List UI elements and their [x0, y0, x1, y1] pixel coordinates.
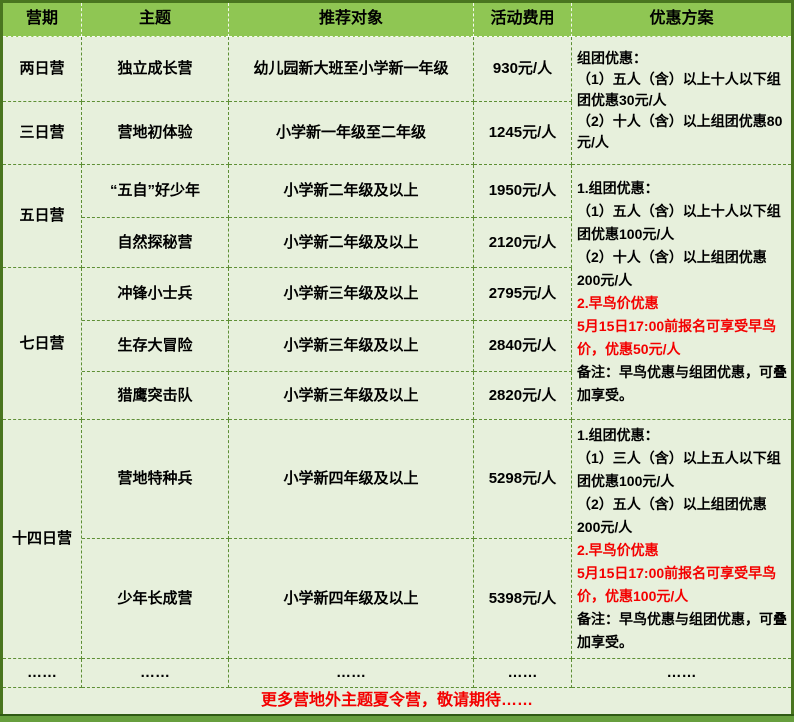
discount-note: 备注：早鸟优惠与组团优惠，可叠加享受。 [577, 611, 787, 650]
ellipsis-cell: …… [82, 659, 229, 688]
fee-cell: 1245元/人 [474, 102, 572, 165]
fee-cell: 1950元/人 [474, 165, 572, 218]
footer-note: 更多营地外主题夏令营，敬请期待…… [260, 691, 533, 709]
discount-note: 备注：早鸟优惠与组团优惠，可叠加享受。 [577, 364, 787, 403]
theme-cell: 营地初体验 [82, 102, 229, 165]
audience-cell: 小学新二年级及以上 [229, 165, 474, 218]
period-cell: 两日营 [3, 37, 82, 102]
discount-cell-group-a: 组团优惠： （1）五人（含）以上十人以下组团优惠30元/人 （2）十人（含）以上… [572, 37, 791, 165]
fee-cell: 2820元/人 [474, 372, 572, 420]
fee-cell: 2120元/人 [474, 218, 572, 268]
theme-cell: 冲锋小士兵 [82, 268, 229, 321]
audience-cell: 小学新三年级及以上 [229, 268, 474, 321]
audience-cell: 小学新二年级及以上 [229, 218, 474, 268]
fee-cell: 930元/人 [474, 37, 572, 102]
header-cell-audience: 推荐对象 [229, 3, 474, 37]
audience-cell: 小学新三年级及以上 [229, 372, 474, 420]
theme-cell: 营地特种兵 [82, 420, 229, 539]
period-cell: 七日营 [3, 268, 82, 420]
audience-cell: 小学新四年级及以上 [229, 539, 474, 659]
discount-cell-group-b: 1.组团优惠： （1）五人（含）以上十人以下组团优惠100元/人 （2）十人（含… [572, 165, 791, 420]
fee-cell: 5398元/人 [474, 539, 572, 659]
theme-cell: 猎鹰突击队 [82, 372, 229, 420]
bottom-green-bar [0, 714, 794, 722]
audience-cell: 小学新三年级及以上 [229, 321, 474, 372]
early-bird-text: 2.早鸟价优惠 5月15日17:00前报名可享受早鸟价，优惠100元/人 [577, 542, 777, 604]
fee-cell: 2840元/人 [474, 321, 572, 372]
header-cell-theme: 主题 [82, 3, 229, 37]
theme-cell: 少年长成营 [82, 539, 229, 659]
theme-cell: 生存大冒险 [82, 321, 229, 372]
header-cell-fee: 活动费用 [474, 3, 572, 37]
header-cell-discount: 优惠方案 [572, 3, 791, 37]
audience-cell: 幼儿园新大班至小学新一年级 [229, 37, 474, 102]
discount-text: 组团优惠： （1）五人（含）以上十人以下组团优惠30元/人 （2）十人（含）以上… [577, 50, 783, 150]
theme-cell: 自然探秘营 [82, 218, 229, 268]
ellipsis-cell: …… [572, 659, 791, 688]
ellipsis-cell: …… [229, 659, 474, 688]
ellipsis-cell: …… [3, 659, 82, 688]
fee-cell: 2795元/人 [474, 268, 572, 321]
audience-cell: 小学新一年级至二年级 [229, 102, 474, 165]
discount-cell-group-c: 1.组团优惠： （1）三人（含）以上五人以下组团优惠100元/人 （2）五人（含… [572, 420, 791, 659]
period-cell: 十四日营 [3, 420, 82, 659]
header-cell-period: 营期 [3, 3, 82, 37]
period-cell: 三日营 [3, 102, 82, 165]
theme-cell: “五自”好少年 [82, 165, 229, 218]
period-cell: 五日营 [3, 165, 82, 268]
fee-cell: 5298元/人 [474, 420, 572, 539]
early-bird-text: 2.早鸟价优惠 5月15日17:00前报名可享受早鸟价，优惠50元/人 [577, 295, 777, 357]
audience-cell: 小学新四年级及以上 [229, 420, 474, 539]
discount-text: 1.组团优惠： （1）三人（含）以上五人以下组团优惠100元/人 （2）五人（含… [577, 427, 781, 535]
theme-cell: 独立成长营 [82, 37, 229, 102]
discount-text: 1.组团优惠： （1）五人（含）以上十人以下组团优惠100元/人 （2）十人（含… [577, 180, 781, 288]
ellipsis-cell: …… [474, 659, 572, 688]
